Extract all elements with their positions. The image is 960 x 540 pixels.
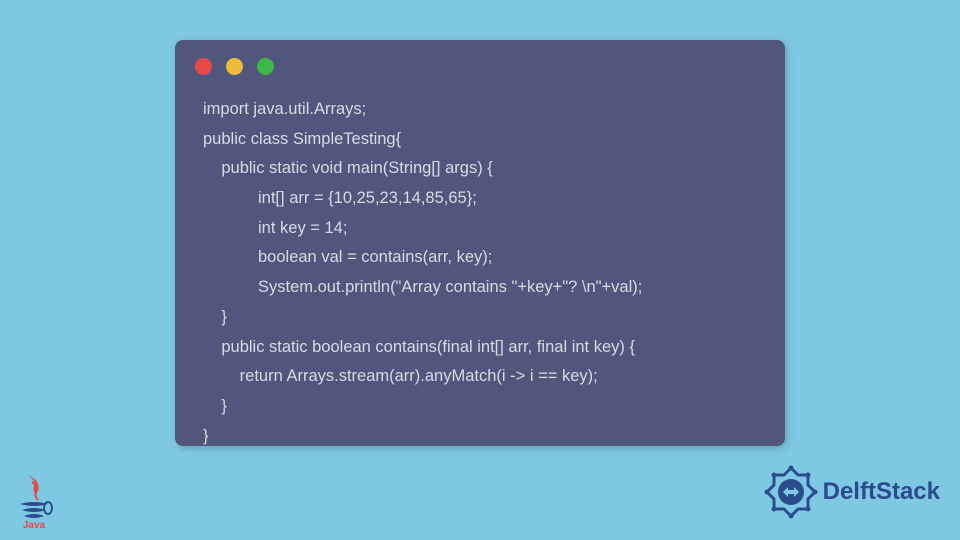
code-line: int key = 14; bbox=[203, 219, 347, 237]
code-content: import java.util.Arrays; public class Si… bbox=[175, 85, 785, 461]
delftstack-logo: DelftStack bbox=[763, 464, 940, 520]
code-line: int[] arr = {10,25,23,14,85,65}; bbox=[203, 189, 477, 207]
maximize-icon[interactable] bbox=[257, 58, 274, 75]
code-line: boolean val = contains(arr, key); bbox=[203, 248, 492, 266]
close-icon[interactable] bbox=[195, 58, 212, 75]
code-line: return Arrays.stream(arr).anyMatch(i -> … bbox=[203, 367, 598, 385]
delftstack-label: DelftStack bbox=[823, 478, 940, 506]
code-line: public class SimpleTesting{ bbox=[203, 130, 401, 148]
code-line: } bbox=[203, 308, 227, 326]
code-window: import java.util.Arrays; public class Si… bbox=[175, 40, 785, 446]
delftstack-icon bbox=[763, 464, 819, 520]
code-line: import java.util.Arrays; bbox=[203, 100, 366, 118]
java-logo-icon: Java bbox=[10, 470, 58, 530]
code-line: public static void main(String[] args) { bbox=[203, 159, 493, 177]
svg-text:Java: Java bbox=[23, 520, 46, 530]
code-line: public static boolean contains(final int… bbox=[203, 338, 635, 356]
code-line: System.out.println("Array contains "+key… bbox=[203, 278, 642, 296]
window-controls bbox=[175, 40, 785, 85]
code-line: } bbox=[203, 427, 209, 445]
code-line: } bbox=[203, 397, 227, 415]
minimize-icon[interactable] bbox=[226, 58, 243, 75]
